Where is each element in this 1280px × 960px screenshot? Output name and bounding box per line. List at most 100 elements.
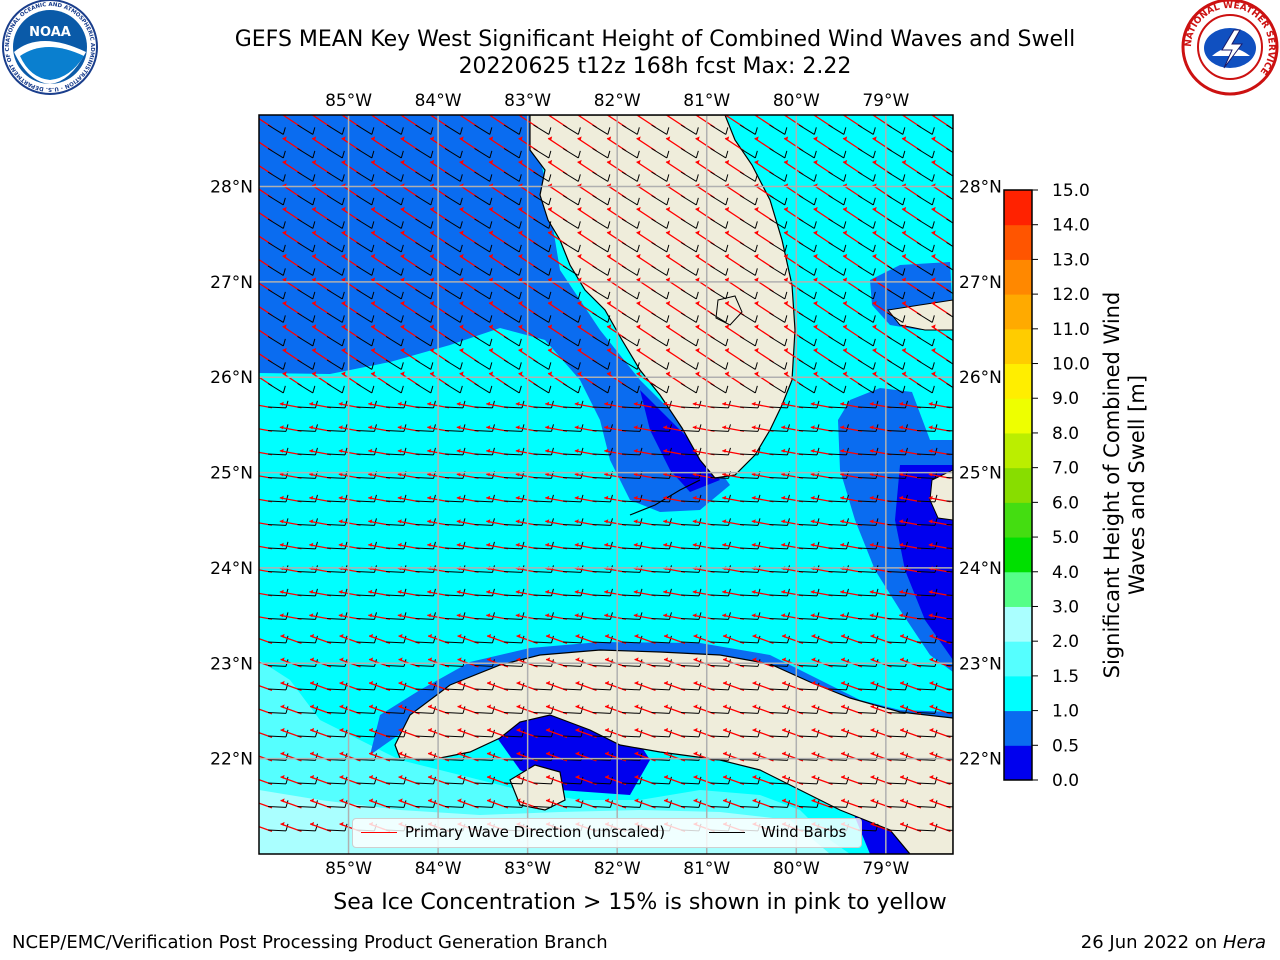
wind-barb-shaft bbox=[385, 195, 402, 206]
wave-arrow-head bbox=[339, 774, 344, 779]
wind-barb-flag bbox=[609, 776, 613, 785]
wave-arrow-head bbox=[782, 633, 787, 638]
wind-barb-flag bbox=[934, 541, 938, 550]
wind-barb-shaft bbox=[769, 195, 786, 206]
lon-tick-label-bottom: 85°W bbox=[325, 859, 372, 879]
wave-arrow-head bbox=[574, 401, 579, 406]
wind-barb-flag bbox=[344, 518, 348, 526]
wind-barb-shaft bbox=[297, 430, 316, 432]
wave-arrow-head bbox=[900, 774, 905, 779]
wind-barb-shaft bbox=[474, 759, 493, 761]
wave-arrow-head bbox=[459, 300, 464, 305]
wind-barb-shaft bbox=[710, 453, 729, 456]
wind-barb-shaft bbox=[857, 148, 874, 159]
wind-barb-shaft bbox=[503, 594, 523, 597]
wind-barb-flag bbox=[607, 150, 611, 159]
wind-barb-shaft bbox=[385, 336, 402, 347]
wave-arrow-head bbox=[722, 401, 727, 406]
wind-barb-flag bbox=[462, 706, 466, 714]
wind-barb-flag bbox=[462, 635, 466, 644]
colorbar-swatch bbox=[1004, 467, 1032, 503]
wave-arrow-head bbox=[781, 613, 786, 618]
wave-arrow-head bbox=[428, 680, 433, 685]
wind-barb-shaft bbox=[680, 265, 697, 276]
wind-barb-flag bbox=[609, 682, 613, 691]
wave-arrow-head bbox=[548, 159, 553, 164]
wind-barb-shaft bbox=[739, 477, 759, 479]
wind-barb-flag bbox=[312, 385, 316, 394]
wave-arrow-head bbox=[398, 680, 403, 685]
wind-barb-flag bbox=[725, 268, 729, 276]
wave-arrow-head bbox=[575, 704, 580, 709]
wave-arrow-head bbox=[692, 401, 697, 406]
wind-barb-flag bbox=[784, 268, 788, 276]
wave-arrow-head bbox=[872, 347, 877, 352]
wind-barb-flag bbox=[312, 197, 316, 206]
wave-arrow-head bbox=[928, 401, 933, 406]
wind-barb-flag bbox=[668, 682, 672, 691]
wave-arrow-head bbox=[427, 448, 432, 453]
wind-barb-flag bbox=[285, 424, 289, 432]
wind-barb-shaft bbox=[474, 594, 493, 597]
wind-barb-shaft bbox=[297, 242, 314, 253]
wave-arrow-head bbox=[400, 277, 405, 282]
wave-arrow-head bbox=[279, 589, 284, 594]
wind-barb-shaft bbox=[356, 312, 373, 323]
wind-barb-shaft bbox=[503, 289, 520, 300]
wind-barb-flag bbox=[550, 541, 554, 550]
wave-arrow-head bbox=[486, 519, 491, 524]
wind-barb-shaft bbox=[267, 641, 287, 644]
wind-barb-shaft bbox=[592, 359, 609, 370]
wind-barb-flag bbox=[931, 150, 935, 159]
wave-arrow-head bbox=[341, 206, 346, 211]
wind-barb-shaft bbox=[356, 171, 373, 182]
wind-barb-flag bbox=[577, 221, 581, 229]
wind-barb-shaft bbox=[680, 124, 697, 135]
wave-arrow-head bbox=[457, 727, 462, 732]
wind-barb-shaft bbox=[946, 477, 953, 479]
wind-barb-shaft bbox=[356, 383, 373, 394]
wave-arrow-head bbox=[692, 589, 697, 594]
wind-barb-shaft bbox=[946, 641, 953, 643]
wind-barb-shaft bbox=[444, 735, 464, 738]
wind-barb-shaft bbox=[651, 618, 670, 620]
wind-barb-shaft bbox=[415, 336, 432, 347]
wind-barb-shaft bbox=[916, 265, 933, 276]
wave-arrow-head bbox=[577, 136, 582, 141]
wind-barb-flag bbox=[371, 362, 375, 370]
wave-arrow-head bbox=[487, 798, 492, 803]
wind-barb-shaft bbox=[474, 359, 491, 370]
wave-arrow-head bbox=[368, 448, 373, 453]
wave-arrow-head bbox=[663, 495, 668, 500]
wind-barb-flag bbox=[521, 635, 525, 644]
wave-arrow-head bbox=[813, 371, 818, 376]
wind-barb-shaft bbox=[857, 688, 877, 691]
wave-arrow-head bbox=[929, 680, 934, 685]
wind-barb-shaft bbox=[592, 477, 611, 479]
wind-barb-shaft bbox=[326, 782, 346, 785]
wave-arrow-head bbox=[548, 253, 553, 258]
wind-barb-flag bbox=[813, 197, 817, 206]
wind-barb-shaft bbox=[887, 547, 906, 550]
wind-barb-shaft bbox=[356, 242, 373, 253]
wave-arrow-head bbox=[754, 277, 759, 282]
wind-barb-flag bbox=[845, 447, 849, 456]
wind-barb-shaft bbox=[857, 641, 877, 644]
wave-arrow-head bbox=[693, 680, 698, 685]
wind-barb-flag bbox=[459, 127, 463, 135]
wind-barb-flag bbox=[816, 800, 820, 808]
wind-barb-shaft bbox=[267, 477, 287, 479]
wave-arrow-head bbox=[931, 159, 936, 164]
wind-barb-flag bbox=[695, 338, 699, 347]
wave-arrow-head bbox=[751, 519, 756, 524]
wind-barb-shaft bbox=[562, 735, 582, 738]
wind-barb-shaft bbox=[621, 265, 638, 276]
wind-barb-shaft bbox=[326, 759, 346, 761]
wind-barb-flag bbox=[550, 800, 554, 808]
wind-barb-shaft bbox=[474, 806, 493, 808]
wave-arrow-head bbox=[872, 230, 877, 235]
wind-barb-shaft bbox=[267, 171, 284, 182]
wind-barb-flag bbox=[636, 291, 640, 300]
wave-arrow-head bbox=[253, 371, 257, 375]
wind-barb-shaft bbox=[798, 547, 818, 550]
